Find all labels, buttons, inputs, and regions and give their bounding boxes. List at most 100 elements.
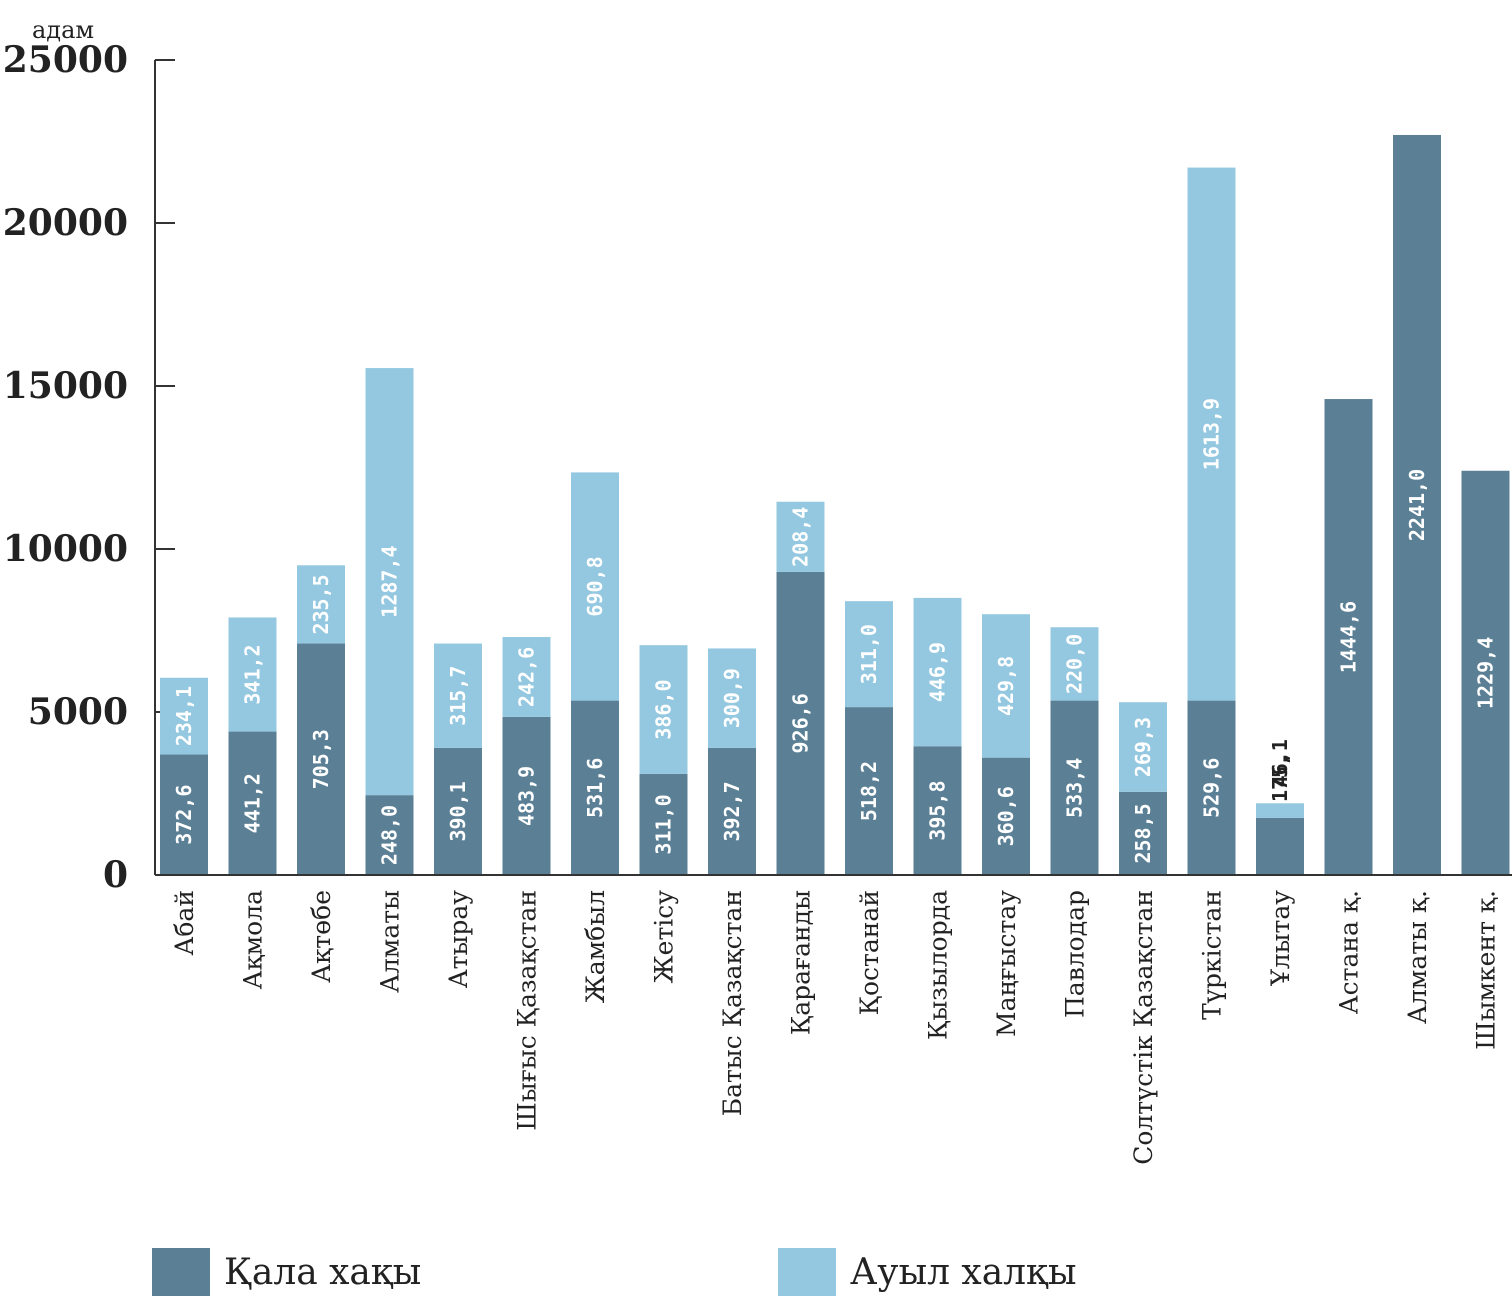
legend-item-rural: Ауыл халқы <box>778 1248 1077 1296</box>
data-label: 392,7 <box>720 781 744 841</box>
data-label: 175, <box>1268 754 1292 802</box>
data-label: 390,1 <box>446 781 470 841</box>
bar-segment-rural <box>1256 803 1304 818</box>
bar-segment-city <box>982 757 1030 875</box>
x-tick-label: Павлодар <box>1061 890 1090 1018</box>
bars <box>160 134 1510 876</box>
bar-segment-rural <box>708 648 756 748</box>
legend-swatch-rural <box>778 1248 836 1296</box>
data-label: 242,6 <box>515 647 539 707</box>
x-tick-label: Ақтөбе <box>307 890 336 983</box>
value-labels: 372,6 234,1 441,2 341,2 705,3 235,5 248,0 1287,… <box>172 398 1498 865</box>
legend-item-city: Қала хақы <box>152 1248 421 1296</box>
bar-segment-city <box>1050 700 1099 875</box>
bar-segment-rural <box>913 597 962 747</box>
x-tick-label: Түркістан <box>1198 890 1227 1020</box>
bar-segment-city <box>571 700 619 875</box>
bar-segment-rural <box>1187 167 1236 701</box>
y-tick-label: 20000 <box>3 202 128 244</box>
bar-segment-rural <box>297 565 345 644</box>
bar-segment-rural <box>502 637 551 717</box>
data-label: 2241,0 <box>1405 469 1429 541</box>
y-axis-unit-label: адам <box>32 16 94 44</box>
bar-segment-rural <box>1050 627 1099 701</box>
data-label: 529,6 <box>1200 758 1224 818</box>
x-tick-label: Астана қ. <box>1335 890 1364 1014</box>
y-tick-label: 0 <box>103 854 128 896</box>
x-tick-label: Солтүстік Қазақстан <box>1129 890 1158 1165</box>
x-tick-label: Қарағанды <box>787 890 816 1035</box>
data-label: 220,0 <box>1063 634 1087 694</box>
x-tick-label: Атырау <box>444 890 473 989</box>
data-label: 531,6 <box>583 758 607 818</box>
y-tick-label: 15000 <box>3 365 128 407</box>
bar-segment-rural <box>776 501 825 572</box>
bar-segment-city <box>1119 791 1167 875</box>
bar-segment-city <box>160 754 208 875</box>
data-label: 235,5 <box>309 574 333 634</box>
bar-segment-rural <box>228 617 277 732</box>
x-tick-label: Маңғыстау <box>992 890 1021 1037</box>
data-label: 311,0 <box>652 794 676 854</box>
bar-segment-city <box>1324 399 1373 875</box>
bar-segment-rural <box>982 614 1030 758</box>
x-tick-label: Батыс Қазақстан <box>718 890 747 1116</box>
y-axis-ticks: 0 5000 10000 15000 20000 25000 <box>3 39 175 896</box>
data-label: 1229,4 <box>1474 637 1498 709</box>
bar-segment-city <box>776 571 825 875</box>
bar-segment-rural <box>845 601 893 708</box>
data-label: 1613,9 <box>1200 398 1224 470</box>
data-label: 269,3 <box>1131 717 1155 777</box>
bar-segment-city <box>1461 470 1510 875</box>
data-label: 315,7 <box>446 666 470 726</box>
data-label: 446,9 <box>926 642 950 702</box>
bar-segment-city <box>502 716 551 875</box>
data-label: 441,2 <box>241 773 265 833</box>
bar-segment-city <box>365 795 414 875</box>
data-label: 429,8 <box>994 656 1018 716</box>
legend-label-city: Қала хақы <box>224 1251 422 1293</box>
data-label: 372,6 <box>172 785 196 845</box>
data-label: 395,8 <box>926 781 950 841</box>
bar-segment-city <box>1187 700 1236 875</box>
bar-segment-city <box>1393 134 1441 876</box>
data-label: 533,4 <box>1063 758 1087 818</box>
x-tick-label: Қостанай <box>855 890 884 1015</box>
bar-segment-city <box>708 747 756 875</box>
bar-segment-city <box>228 731 277 875</box>
x-tick-label: Қызылорда <box>924 890 953 1040</box>
data-label: 341,2 <box>241 644 265 704</box>
data-label: 1287,4 <box>378 545 402 617</box>
data-label: 311,0 <box>857 624 881 684</box>
bar-segment-rural <box>639 645 688 774</box>
x-tick-label: Ақмола <box>239 890 268 989</box>
bar-segment-rural <box>160 677 208 755</box>
x-tick-label: Шығыс Қазақстан <box>513 890 542 1131</box>
data-label: 208,4 <box>789 507 813 567</box>
y-tick-label: 10000 <box>3 528 128 570</box>
data-label: 258,5 <box>1131 803 1155 863</box>
data-label: 248,0 <box>378 805 402 865</box>
x-tick-label: Алматы қ. <box>1403 890 1432 1024</box>
bar-segment-city <box>1256 817 1304 875</box>
data-label: 483,9 <box>515 766 539 826</box>
legend-swatch-city <box>152 1248 210 1296</box>
data-label: 518,2 <box>857 761 881 821</box>
bar-segment-city <box>845 707 893 875</box>
bar-segment-rural <box>434 643 482 748</box>
data-label: 46,1 <box>1268 739 1292 787</box>
data-label: 300,9 <box>720 668 744 728</box>
bar-segment-city <box>913 746 962 875</box>
x-tick-label: Жетісу <box>650 890 679 984</box>
x-tick-label: Алматы <box>376 890 405 993</box>
legend-label-rural: Ауыл халқы <box>850 1251 1077 1293</box>
bar-segment-city <box>297 643 345 875</box>
data-label: 234,1 <box>172 686 196 746</box>
y-tick-label: 25000 <box>3 39 128 81</box>
data-label: 1444,6 <box>1337 601 1361 673</box>
x-tick-label: Абай <box>170 890 199 956</box>
data-label: 926,6 <box>789 693 813 753</box>
x-tick-label: Ұлытау <box>1266 890 1295 987</box>
bar-segment-rural <box>571 472 619 701</box>
x-tick-label: Шымкент қ. <box>1472 890 1501 1050</box>
